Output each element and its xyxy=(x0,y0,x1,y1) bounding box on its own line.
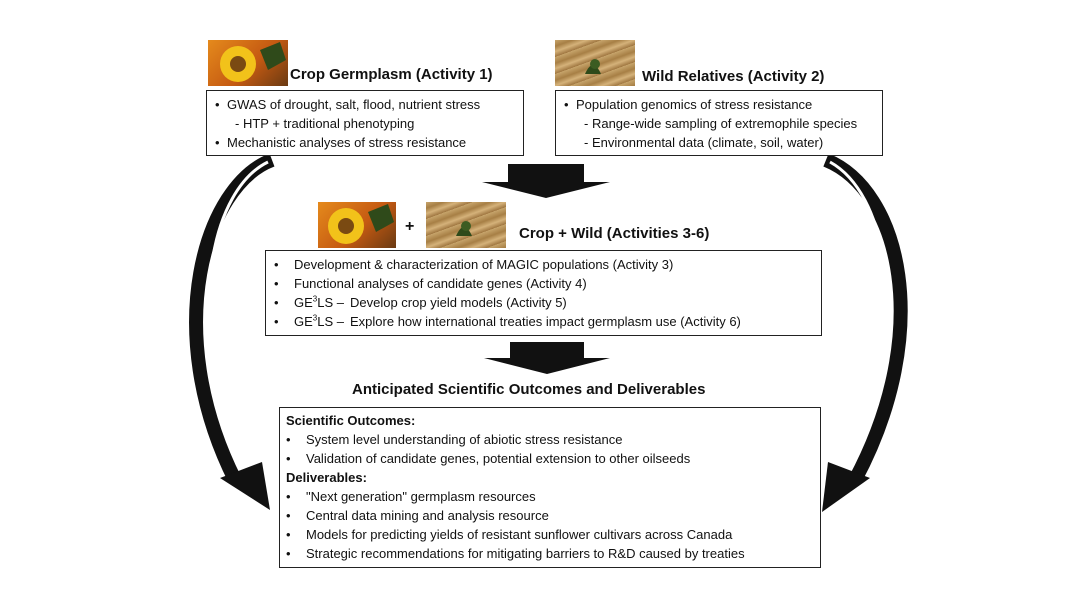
outcomes-box: Scientific Outcomes: System level unders… xyxy=(279,407,821,568)
wild-item: Range-wide sampling of extremophile spec… xyxy=(564,114,874,133)
combined-item-prefix-tail: LS – xyxy=(317,295,344,310)
wild-relatives-box: Population genomics of stress resistance… xyxy=(555,90,883,156)
combined-item: Functional analyses of candidate genes (… xyxy=(274,274,813,293)
combined-item: GE3LS – Develop crop yield models (Activi… xyxy=(274,293,813,312)
combined-item-text: Development & characterization of MAGIC … xyxy=(294,257,674,272)
combined-item-sup: 3 xyxy=(312,294,318,304)
wild-item: Population genomics of stress resistance xyxy=(564,95,874,114)
desert-plant-image xyxy=(555,40,635,86)
crop-germplasm-title: Crop Germplasm (Activity 1) xyxy=(290,66,493,83)
crop-item: Mechanistic analyses of stress resistanc… xyxy=(215,133,515,152)
left-curved-arrow xyxy=(189,153,275,484)
plus-sign: + xyxy=(405,218,415,235)
crop-item: HTP + traditional phenotyping xyxy=(215,114,515,133)
deliverables-heading: Deliverables: xyxy=(286,470,367,485)
combined-item: Development & characterization of MAGIC … xyxy=(274,255,813,274)
sunflower-image xyxy=(208,40,288,86)
crop-germplasm-box: GWAS of drought, salt, flood, nutrient s… xyxy=(206,90,524,156)
combined-item-text: Functional analyses of candidate genes (… xyxy=(294,276,587,291)
combined-item-text: Explore how international treaties impac… xyxy=(350,314,741,329)
crop-wild-title: Crop + Wild (Activities 3-6) xyxy=(519,225,710,242)
scientific-outcome-item: System level understanding of abiotic st… xyxy=(286,430,814,449)
right-curved-arrow xyxy=(823,153,908,484)
crop-wild-box: Development & characterization of MAGIC … xyxy=(265,250,822,336)
combined-item-sup: 3 xyxy=(312,313,318,323)
deliverable-item: "Next generation" germplasm resources xyxy=(286,487,814,506)
right-arrowhead xyxy=(822,462,870,512)
combined-item-prefix: GE xyxy=(294,295,313,310)
wild-relatives-title: Wild Relatives (Activity 2) xyxy=(642,68,825,85)
wild-item: Environmental data (climate, soil, water… xyxy=(564,133,874,152)
combined-item-text: Develop crop yield models (Activity 5) xyxy=(350,295,567,310)
down-arrow-2 xyxy=(484,342,610,374)
desert-plant-image-2 xyxy=(426,202,506,248)
deliverable-item: Strategic recommendations for mitigating… xyxy=(286,544,814,563)
combined-item-prefix-tail: LS – xyxy=(317,314,344,329)
crop-item: GWAS of drought, salt, flood, nutrient s… xyxy=(215,95,515,114)
deliverable-item: Central data mining and analysis resourc… xyxy=(286,506,814,525)
combined-item: GE3LS – Explore how international treatie… xyxy=(274,312,813,331)
scientific-outcome-item: Validation of candidate genes, potential… xyxy=(286,449,814,468)
left-arrowhead xyxy=(220,462,270,510)
outcomes-title: Anticipated Scientific Outcomes and Deli… xyxy=(352,381,706,398)
down-arrow-1 xyxy=(482,164,610,198)
combined-item-prefix: GE xyxy=(294,314,313,329)
scientific-outcomes-heading: Scientific Outcomes: xyxy=(286,413,416,428)
deliverable-item: Models for predicting yields of resistan… xyxy=(286,525,814,544)
sunflower-image-2 xyxy=(318,202,396,248)
